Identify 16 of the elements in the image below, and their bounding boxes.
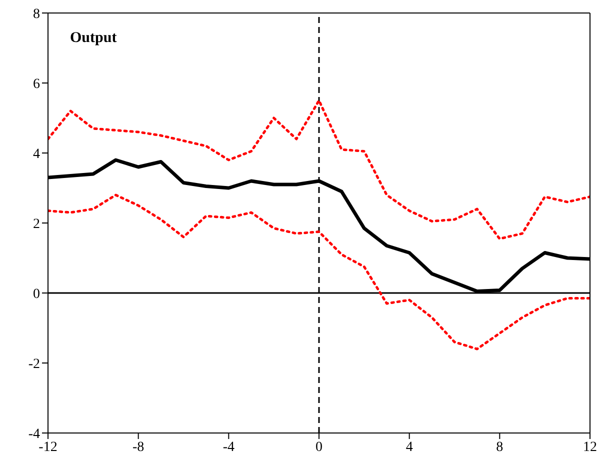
text: Output (70, 30, 117, 47)
y-tick-label: 4 (33, 146, 40, 162)
y-tick-label: 6 (33, 76, 40, 92)
x-tick-label: 12 (583, 440, 597, 455)
x-tick-label: 8 (496, 440, 504, 455)
x-tick-label: 0 (316, 440, 322, 455)
line-series (48, 99, 590, 240)
x-tick-label: -12 (38, 440, 58, 455)
y-tick-label: -2 (28, 356, 40, 372)
x-tick-label: 4 (406, 440, 413, 455)
y-tick-label: 2 (33, 216, 40, 232)
x-tick-label: -8 (132, 440, 144, 455)
y-tick-label: -4 (28, 426, 40, 442)
x-tick-label: -4 (222, 440, 235, 455)
y-tick-label: 0 (33, 286, 40, 302)
y-tick-label: 8 (33, 6, 40, 22)
